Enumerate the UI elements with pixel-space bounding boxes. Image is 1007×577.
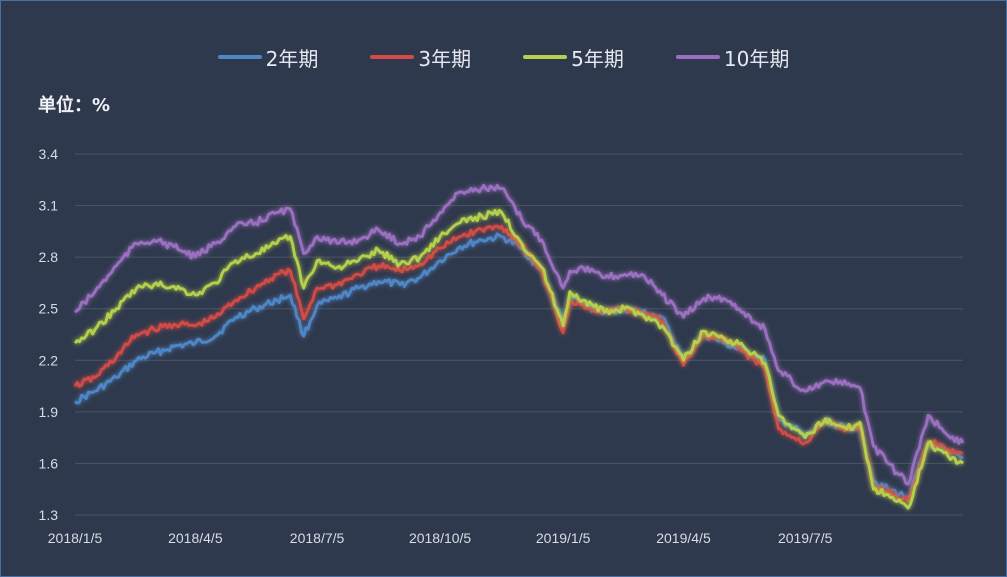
x-tick-label: 2019/1/5: [536, 530, 591, 546]
y-tick-label: 2.8: [39, 249, 59, 265]
legend-item-3y[interactable]: 3年期: [370, 43, 471, 72]
y-tick-label: 2.5: [39, 301, 59, 317]
grid-lines: [75, 153, 963, 516]
series-line-4: [74, 183, 965, 486]
legend-label-2y: 2年期: [265, 46, 319, 71]
legend-label-3y: 3年期: [418, 46, 472, 71]
legend-item-10y[interactable]: 10年期: [675, 43, 790, 72]
unit-label: 单位：%: [38, 95, 111, 116]
legend-label-10y: 10年期: [723, 46, 790, 71]
y-tick-label: 3.1: [39, 198, 59, 214]
x-tick-label: 2018/4/5: [168, 530, 223, 546]
y-tick-label: 3.4: [39, 146, 59, 162]
series-line-1: [74, 232, 964, 500]
y-tick-label: 2.2: [39, 352, 59, 368]
series-line-3: [73, 208, 964, 510]
y-tick-label: 1.6: [39, 455, 59, 471]
legend-label-5y: 5年期: [571, 46, 624, 71]
legend: 2年期 3年期 5年期 10年期: [0, 40, 1007, 74]
legend-item-2y[interactable]: 2年期: [217, 43, 319, 72]
legend-swatch-2y: [217, 55, 262, 59]
y-axis-ticks: 3.4 3.1 2.8 2.5 2.2 1.9 1.6 1.3: [39, 146, 59, 523]
x-tick-label: 2018/1/5: [48, 530, 103, 546]
legend-swatch-3y: [370, 55, 415, 59]
series-lines: [73, 183, 965, 510]
y-tick-label: 1.3: [39, 507, 59, 523]
x-axis-ticks: 2018/1/5 2018/4/5 2018/7/5 2018/10/5 2019/1/…: [48, 530, 833, 546]
y-tick-label: 1.9: [39, 404, 59, 420]
x-tick-label: 2018/10/5: [409, 530, 471, 546]
legend-swatch-5y: [523, 55, 568, 59]
x-tick-label: 2019/4/5: [656, 530, 711, 546]
legend-item-5y[interactable]: 5年期: [523, 43, 624, 72]
x-tick-label: 2019/7/5: [778, 530, 833, 546]
legend-swatch-10y: [675, 55, 720, 59]
series-line-2: [73, 224, 964, 503]
x-tick-label: 2018/7/5: [290, 530, 345, 546]
